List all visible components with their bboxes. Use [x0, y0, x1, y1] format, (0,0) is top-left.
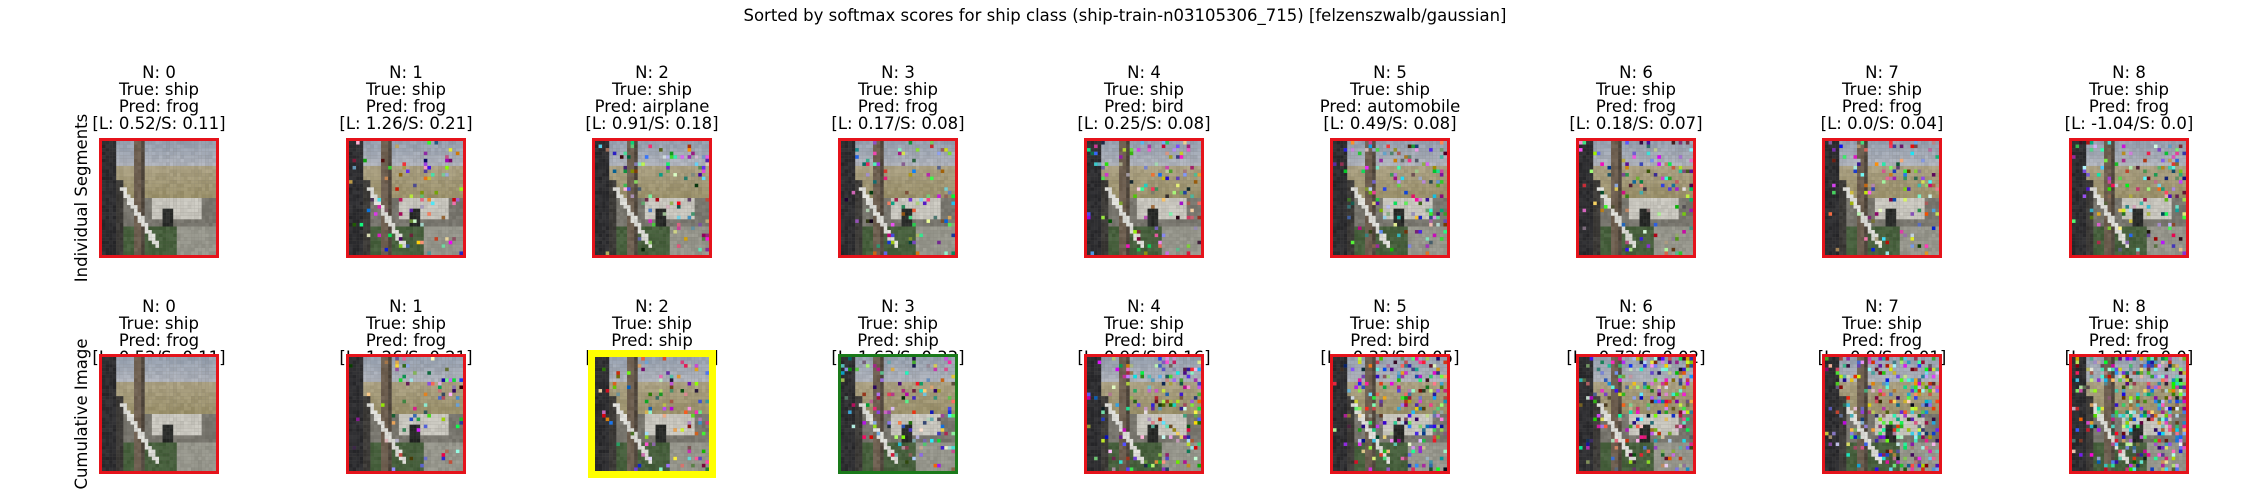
panel-pred-label: Pred: frog [2088, 97, 2170, 116]
panel-pred-label: Pred: frog [118, 97, 200, 116]
panel-true-label: True: ship [119, 80, 199, 99]
panel-index: N: 1 [389, 297, 423, 316]
panel-true-label: True: ship [1350, 314, 1430, 333]
panel-pred-label: Pred: bird [1350, 331, 1430, 350]
panel-index: N: 5 [1373, 63, 1407, 82]
panel-true-label: True: ship [858, 80, 938, 99]
panel-true-label: True: ship [858, 314, 938, 333]
panel-pred-label: Pred: airplane [594, 97, 710, 116]
segment-image [592, 138, 712, 258]
panel-caption: N: 4 True: ship Pred: bird [L: 0.25/S: 0.08… [1044, 64, 1244, 132]
panel-scores: [L: -1.04/S: 0.0] [2064, 114, 2194, 133]
segment-image [838, 138, 958, 258]
segment-image [1576, 354, 1696, 474]
panel-index: N: 7 [1865, 63, 1899, 82]
panel-true-label: True: ship [1104, 314, 1184, 333]
segment-image [2069, 138, 2189, 258]
row-label-text: Individual Segments [72, 113, 91, 283]
panel-scores: [L: 0.49/S: 0.08] [1323, 114, 1457, 133]
panel-true-label: True: ship [366, 80, 446, 99]
panel-index: N: 4 [1127, 297, 1161, 316]
panel-scores: [L: 0.25/S: 0.08] [1077, 114, 1211, 133]
panel-pred-label: Pred: frog [1595, 331, 1677, 350]
panel-true-label: True: ship [1104, 80, 1184, 99]
panel-index: N: 2 [635, 63, 669, 82]
panel-pred-label: Pred: bird [1104, 97, 1184, 116]
segment-image [1084, 138, 1204, 258]
segment-image [1576, 138, 1696, 258]
panel-pred-label: Pred: ship [611, 331, 693, 350]
panel-index: N: 7 [1865, 297, 1899, 316]
panel-caption: N: 3 True: ship Pred: frog [L: 0.17/S: 0.08… [798, 64, 998, 132]
segment-image [838, 354, 958, 474]
panel-true-label: True: ship [612, 80, 692, 99]
panel-index: N: 8 [2112, 297, 2146, 316]
panel-pred-label: Pred: frog [1595, 97, 1677, 116]
panel-index: N: 1 [389, 63, 423, 82]
panel-index: N: 5 [1373, 297, 1407, 316]
panel-scores: [L: 0.18/S: 0.07] [1569, 114, 1703, 133]
panel-true-label: True: ship [1842, 80, 1922, 99]
panel-index: N: 6 [1619, 297, 1653, 316]
segment-image [1822, 354, 1942, 474]
segment-image [346, 354, 466, 474]
panel-pred-label: Pred: automobile [1319, 97, 1461, 116]
panel-true-label: True: ship [1350, 80, 1430, 99]
panel-true-label: True: ship [1842, 314, 1922, 333]
panel-pred-label: Pred: bird [1104, 331, 1184, 350]
panel-index: N: 6 [1619, 63, 1653, 82]
panel-caption: N: 2 True: ship Pred: airplane [L: 0.91/S: … [552, 64, 752, 132]
panel-true-label: True: ship [612, 314, 692, 333]
panel-caption: N: 5 True: ship Pred: automobile [L: 0.49/S… [1290, 64, 1490, 132]
panel-index: N: 2 [635, 297, 669, 316]
segment-image [1330, 138, 1450, 258]
panel-index: N: 8 [2112, 63, 2146, 82]
segment-image [588, 350, 716, 478]
panel-scores: [L: 0.52/S: 0.11] [92, 114, 226, 133]
panel-caption: N: 6 True: ship Pred: frog [L: 0.18/S: 0.07… [1536, 64, 1736, 132]
panel-true-label: True: ship [2089, 80, 2169, 99]
segment-image [1330, 354, 1450, 474]
panel-pred-label: Pred: frog [1841, 331, 1923, 350]
segment-image [1822, 138, 1942, 258]
panel-pred-label: Pred: frog [365, 331, 447, 350]
panel-true-label: True: ship [1596, 80, 1676, 99]
panel-pred-label: Pred: frog [857, 97, 939, 116]
panel-caption: N: 8 True: ship Pred: frog [L: -1.04/S: 0.0… [2029, 64, 2229, 132]
panel-index: N: 3 [881, 297, 915, 316]
segment-image [99, 354, 219, 474]
panel-true-label: True: ship [119, 314, 199, 333]
panel-pred-label: Pred: ship [857, 331, 939, 350]
figure-title: Sorted by softmax scores for ship class … [743, 6, 1507, 25]
panel-pred-label: Pred: frog [118, 331, 200, 350]
panel-pred-label: Pred: frog [1841, 97, 1923, 116]
panel-true-label: True: ship [2089, 314, 2169, 333]
segment-image [2069, 354, 2189, 474]
panel-scores: [L: 0.0/S: 0.04] [1820, 114, 1944, 133]
segment-image [346, 138, 466, 258]
segment-image [99, 138, 219, 258]
panel-index: N: 0 [142, 297, 176, 316]
panel-caption: N: 7 True: ship Pred: frog [L: 0.0/S: 0.04] [1782, 64, 1982, 132]
panel-scores: [L: 0.17/S: 0.08] [831, 114, 965, 133]
panel-index: N: 4 [1127, 63, 1161, 82]
segment-image [1084, 354, 1204, 474]
panel-scores: [L: 1.26/S: 0.21] [339, 114, 473, 133]
panel-index: N: 3 [881, 63, 915, 82]
panel-true-label: True: ship [366, 314, 446, 333]
panel-scores: [L: 0.91/S: 0.18] [585, 114, 719, 133]
panel-pred-label: Pred: frog [2088, 331, 2170, 350]
panel-index: N: 0 [142, 63, 176, 82]
panel-true-label: True: ship [1596, 314, 1676, 333]
panel-pred-label: Pred: frog [365, 97, 447, 116]
